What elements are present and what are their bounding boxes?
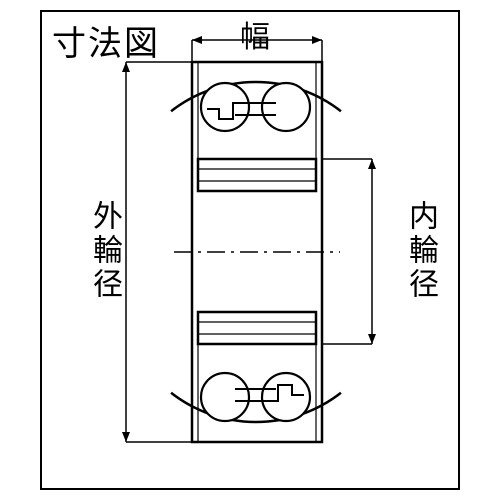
diagram-container: 寸法図 幅 外輪径 内輪径 [0, 0, 500, 500]
diagram-svg [0, 0, 500, 500]
